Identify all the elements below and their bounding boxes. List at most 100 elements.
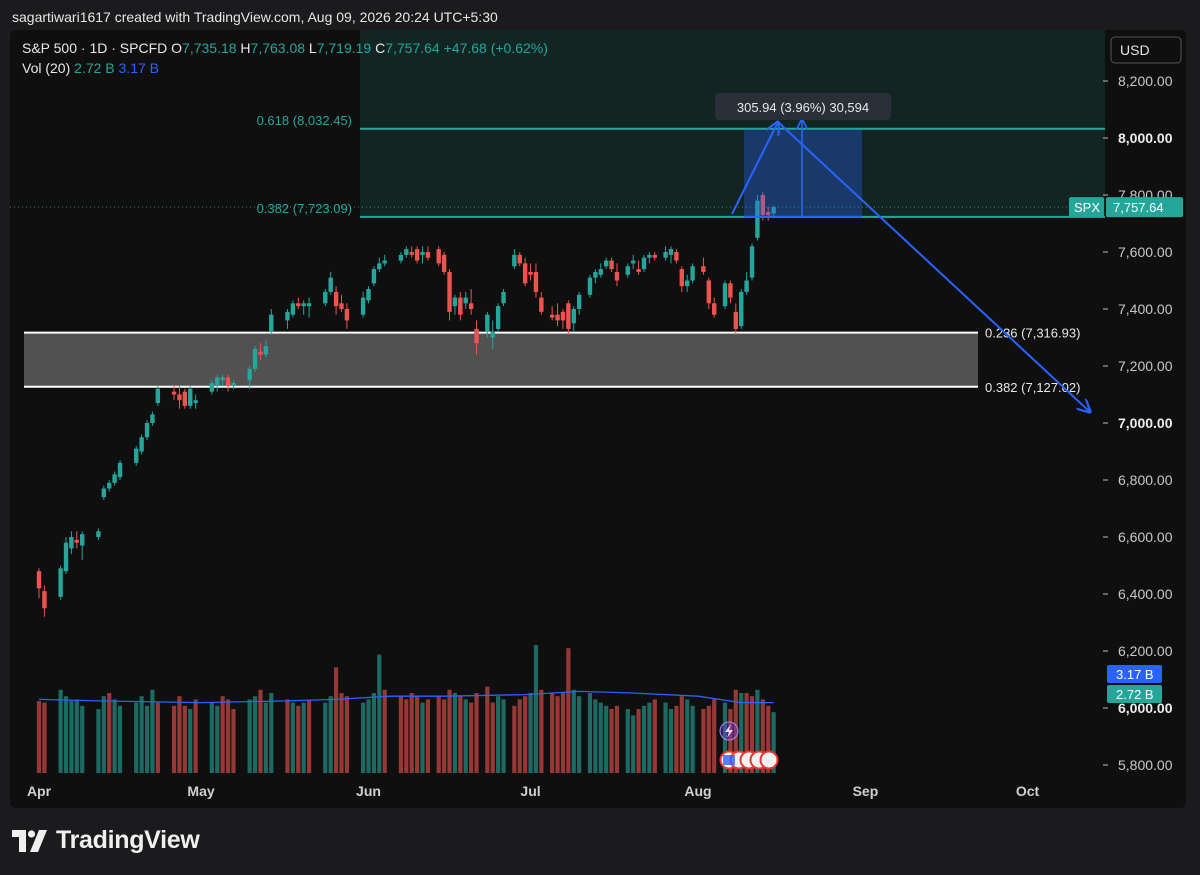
volume-bar [701,709,706,773]
volume-bar [539,689,544,773]
candle-body [193,400,198,404]
volume-bar [306,699,312,773]
measure-box [744,129,862,217]
candle-body [436,249,441,264]
candle-body [728,283,733,298]
y-tick-label: 7,200.00 [1118,358,1173,374]
volume-bar [625,709,630,773]
volume-bar [155,702,160,773]
x-tick-label: Jul [520,783,540,799]
volume-bar [42,702,47,773]
volume-bar [117,705,123,773]
candle-body [112,474,117,483]
candle-body [641,257,647,270]
candle-body [441,254,447,272]
fib-label: 0.382 (7,723.09) [257,201,352,216]
price-chart[interactable]: 0.618 (8,032.45)0.382 (7,723.09)0.236 (7… [10,30,1186,808]
candle-body [285,311,290,321]
candle-body [701,266,706,272]
legend-symbol-name: S&P 500 · 1D · SPCFD [22,40,167,56]
candle-body [555,314,560,321]
volume-bar [134,702,139,773]
candle-body [117,462,123,478]
volume-bar [328,696,333,773]
candle-body [739,291,744,327]
volume-bar [469,702,474,773]
volume-bar [598,702,603,773]
candle-body [182,391,188,406]
fib-label: 0.382 (7,127.02) [985,380,1080,395]
volume-bar [382,689,387,773]
legend-symbol: S&P 500 · 1D · SPCFD O7,735.18 H7,763.08… [22,40,548,56]
volume-bar [333,667,339,773]
volume-legend: Vol (20) 2.72 B 3.17 B [22,60,159,76]
chart-frame[interactable]: 0.618 (8,032.45) 0.382 (7,723.09) 0.236 (7… [10,30,1186,808]
candle-body [339,303,344,309]
volume-bar [258,689,263,773]
candle-body [755,200,760,238]
candle-body [371,269,377,284]
candle-body [674,252,679,261]
volume-ma-line [38,690,774,704]
measure-label: 305.94 (3.96%) 30,594 [737,100,869,115]
volume-bar [63,696,69,773]
volume-bar [225,699,231,773]
y-tick-label: 6,200.00 [1118,643,1173,659]
volume-bar [749,696,755,773]
volume-bar [755,689,760,773]
volume-badge: 2.72 B [1116,687,1154,702]
candle-body [614,271,620,281]
candle-body [598,269,603,275]
candle-body [722,283,728,307]
y-tick-label: 6,800.00 [1118,472,1173,488]
tradingview-logo: TradingView [12,826,200,855]
volume-bar [490,702,495,773]
volume-bar [80,705,85,773]
y-tick-label: 6,400.00 [1118,586,1173,602]
candle-body [80,534,85,546]
candle-body [571,309,576,324]
last-price-label: 7,757.64 [1113,200,1164,215]
candle-body [652,254,657,258]
volume-bar [58,689,63,773]
candle-body [150,414,155,423]
legend-high: 7,763.08 [251,40,306,56]
candle-body [495,306,501,329]
candle-body [576,294,582,309]
volume-bar [609,709,614,773]
volume-bar [377,654,382,773]
volume-bar [555,696,560,773]
us-flag-canton [723,755,735,765]
candle-body [382,260,387,264]
candle-body [501,291,506,304]
volume-bar [69,701,74,773]
volume-bar [533,645,539,773]
volume-bar [290,702,295,773]
candle-body [409,252,414,255]
x-tick-label: Sep [853,783,879,799]
candle-body [420,252,425,255]
volume-bar [323,702,328,773]
volume-bar [474,693,479,773]
candle-body [344,309,350,321]
volume-legend-label: Vol (20) [22,60,70,76]
volume-ma-badge-box [1107,665,1162,683]
volume-bar [485,686,490,773]
volume-bar [722,702,728,773]
candle-body [528,271,533,275]
candle-body [290,303,296,315]
volume-bar [177,696,182,773]
volume-bar [712,699,717,773]
candle-body [306,303,312,307]
volume-bar [614,705,620,773]
candle-body [215,377,220,386]
candle-body [360,297,366,315]
legend-close: 7,757.64 [385,40,440,56]
volume-bar [409,693,414,773]
volume-bar [641,705,647,773]
volume-bar [447,689,452,773]
volume-bar [209,702,214,773]
volume-bar [739,693,744,773]
volume-bar [193,699,198,773]
candle-body [231,383,236,386]
